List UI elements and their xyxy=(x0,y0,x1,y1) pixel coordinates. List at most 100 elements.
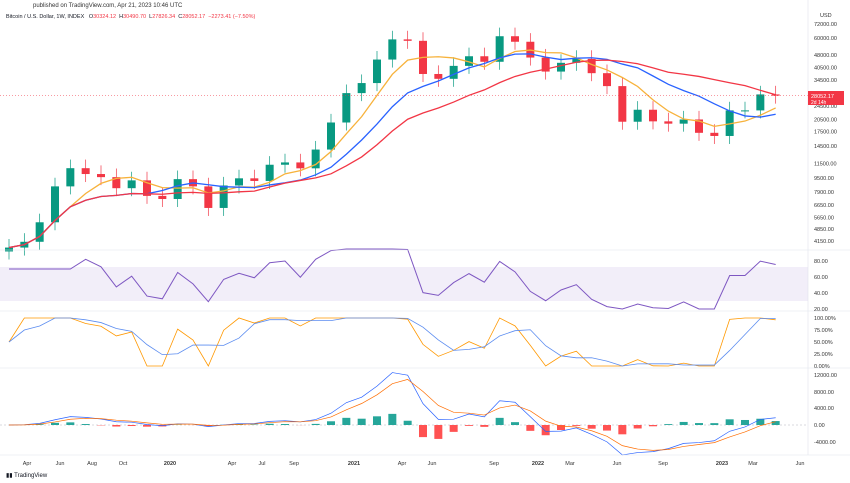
macd-histogram-bar xyxy=(664,424,673,425)
time-tick: Apr xyxy=(228,461,237,467)
time-tick: Jun xyxy=(428,461,437,467)
rsi-tick: 60.00 xyxy=(814,275,828,281)
rsi-line xyxy=(9,248,776,310)
candle-body xyxy=(649,109,657,122)
macd-histogram-bar xyxy=(373,416,381,425)
macd-histogram-bar xyxy=(265,423,274,425)
footer-brand: TradingView xyxy=(14,473,48,479)
macd-tick: 12000.00 xyxy=(814,373,837,379)
time-tick: Jul xyxy=(258,461,265,467)
candle-body xyxy=(35,222,44,242)
candle-body xyxy=(311,149,320,169)
candle-body xyxy=(603,73,611,87)
macd-histogram-bar xyxy=(603,425,611,431)
macd-histogram-bar xyxy=(311,423,320,425)
macd-tick: 0.00 xyxy=(814,423,825,429)
time-tick: 2021 xyxy=(348,461,360,467)
price-tick: 24500.00 xyxy=(814,104,837,110)
macd-histogram-bar xyxy=(495,417,504,425)
published-note: published on TradingView.com, Apr 21, 20… xyxy=(33,3,183,9)
price-tick: 48000.00 xyxy=(814,53,837,59)
price-tick: 11500.00 xyxy=(814,161,837,167)
symbol-title: Bitcoin / U.S. Dollar, 1W, INDEX xyxy=(6,14,85,20)
time-tick: 2020 xyxy=(164,461,176,467)
candle-body xyxy=(679,119,688,124)
macd-histogram-bar xyxy=(357,418,366,425)
time-tick: 2023 xyxy=(716,461,728,467)
macd-histogram-bar xyxy=(649,425,657,427)
low-label: L xyxy=(149,14,153,20)
macd-histogram-bar xyxy=(710,423,719,425)
macd-histogram-bar xyxy=(771,421,780,425)
high-label: H xyxy=(119,14,124,20)
candle-body xyxy=(388,39,397,60)
candle-body xyxy=(541,57,550,72)
macd-line xyxy=(8,372,776,456)
candle-body xyxy=(127,180,136,189)
macd-histogram-bar xyxy=(112,425,121,427)
candle-body xyxy=(434,73,443,79)
price-tick: 6650.00 xyxy=(814,203,834,209)
price-chart[interactable]: USD 72000.00 60000.00 48000.00 40500.00 3450… xyxy=(0,0,850,470)
time-tick: Jun xyxy=(56,461,65,467)
time-tick: Oct xyxy=(119,461,128,467)
tradingview-logo: ▮▮ TradingView xyxy=(6,473,48,479)
stoch-k-line xyxy=(8,317,776,367)
macd-histogram-bar xyxy=(51,422,59,425)
macd-histogram-bar xyxy=(756,418,765,425)
price-tick: 9500.00 xyxy=(814,176,834,182)
bar-countdown: 2d 14h xyxy=(811,100,827,106)
candle-body xyxy=(403,39,412,41)
macd-histogram-bar xyxy=(633,425,642,429)
macd-histogram-bar xyxy=(434,425,443,439)
candle-body xyxy=(710,132,719,136)
candle-body xyxy=(112,177,121,189)
candle-body xyxy=(756,94,765,111)
candle-body xyxy=(173,179,182,199)
macd-histogram-bar xyxy=(725,419,734,425)
time-tick: Apr xyxy=(398,461,407,467)
candle-body xyxy=(771,94,780,96)
candle-body xyxy=(143,180,151,196)
price-tick: 4150.00 xyxy=(814,239,834,245)
macd-histogram-bar xyxy=(419,425,427,438)
candle-body xyxy=(235,178,243,186)
macd-histogram-bar xyxy=(465,425,473,426)
time-tick: Mar xyxy=(565,461,575,467)
stoch-d-line xyxy=(8,317,776,367)
price-tick: 34500.00 xyxy=(814,78,837,84)
ma-mid-line xyxy=(8,53,776,249)
candle-body xyxy=(5,247,13,252)
candle-body xyxy=(511,36,519,42)
candle-body xyxy=(97,174,105,178)
macd-histogram-bar xyxy=(557,425,565,431)
macd-histogram-bar xyxy=(143,425,151,427)
close-value: 28052.17 xyxy=(182,14,206,20)
price-tick: 4850.00 xyxy=(814,227,834,233)
candle-body xyxy=(281,162,289,165)
time-tick: Apr xyxy=(23,461,32,467)
ma-fast-line xyxy=(8,49,776,249)
candle-body xyxy=(373,59,381,84)
candle-body xyxy=(495,36,504,62)
candle-body xyxy=(158,195,167,199)
stoch-tick: 25.00% xyxy=(814,352,833,358)
close-label: C xyxy=(178,14,183,20)
time-tick: Sep xyxy=(489,461,499,467)
stoch-tick: 0.00% xyxy=(814,364,830,370)
candle-body xyxy=(741,110,749,112)
macd-histogram-bar xyxy=(81,424,90,425)
macd-tick: 8000.00 xyxy=(814,390,834,396)
ma-slow-line xyxy=(8,59,776,249)
rsi-tick: 80.00 xyxy=(814,259,828,265)
macd-histogram-bar xyxy=(526,425,535,431)
time-tick: Jun xyxy=(796,461,805,467)
macd-tick: -4000.00 xyxy=(814,440,836,446)
low-value: 27826.34 xyxy=(152,14,176,20)
price-tick: 17500.00 xyxy=(814,129,837,135)
macd-histogram-bar xyxy=(511,422,519,425)
price-tick: 40500.00 xyxy=(814,66,837,72)
candle-body xyxy=(342,93,351,123)
macd-histogram-bar xyxy=(541,425,550,436)
macd-histogram-bar xyxy=(480,425,489,427)
